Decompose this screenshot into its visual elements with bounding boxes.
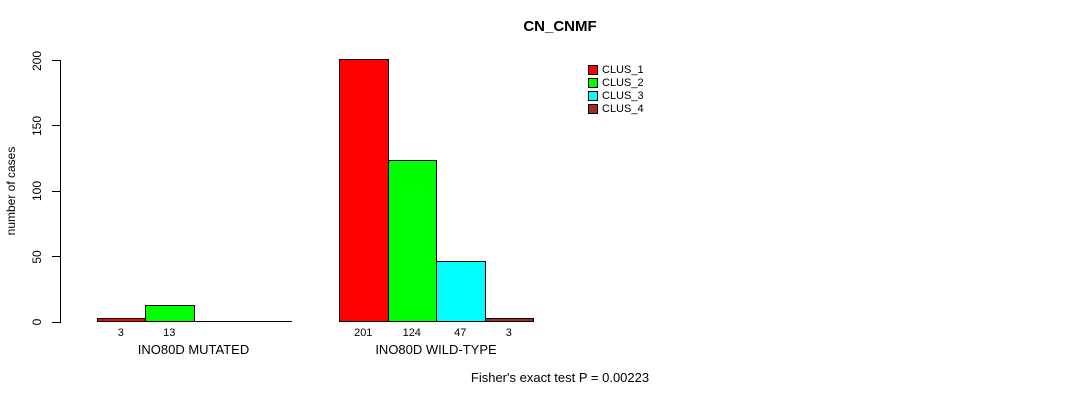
y-tick-mark xyxy=(52,190,60,192)
bar-value-label: 3 xyxy=(117,327,124,339)
legend-item-clus_4: CLUS_4 xyxy=(588,102,644,115)
legend-swatch-icon xyxy=(588,64,598,75)
fisher-test-note: Fisher's exact test P = 0.00223 xyxy=(470,370,650,385)
y-tick-mark xyxy=(52,125,60,127)
legend-swatch-icon xyxy=(588,90,598,101)
bar-value-label: 47 xyxy=(454,327,467,339)
legend-label: CLUS_2 xyxy=(602,76,644,89)
bar-clus_2 xyxy=(145,305,195,322)
y-tick-mark xyxy=(52,321,60,323)
bar-clus_4 xyxy=(484,318,534,322)
legend-label: CLUS_3 xyxy=(602,89,644,102)
bar-value-label: 201 xyxy=(354,327,373,339)
legend-label: CLUS_4 xyxy=(602,102,644,115)
y-tick-mark xyxy=(52,60,60,61)
y-tick-label: 50 xyxy=(30,249,44,264)
legend-swatch-icon xyxy=(588,103,598,114)
legend-label: CLUS_1 xyxy=(602,63,644,76)
legend-item-clus_1: CLUS_1 xyxy=(588,63,644,76)
y-tick-mark xyxy=(52,256,60,258)
y-tick-label: 200 xyxy=(30,50,44,71)
bar-clus_3 xyxy=(436,260,486,322)
y-tick-label: 0 xyxy=(30,318,44,326)
bar-value-label: 124 xyxy=(402,327,421,339)
y-tick-label: 100 xyxy=(30,181,44,202)
bar-value-label: 13 xyxy=(163,327,176,339)
bar-value-label: 3 xyxy=(505,327,512,339)
y-axis xyxy=(60,60,61,323)
group-label: INO80D MUTATED xyxy=(137,342,250,357)
bar-clus_1 xyxy=(339,59,389,322)
bar-clus_1 xyxy=(96,318,146,322)
legend-item-clus_3: CLUS_3 xyxy=(588,89,644,102)
legend: CLUS_1 CLUS_2 CLUS_3 CLUS_4 xyxy=(588,63,644,115)
y-axis-label: number of cases xyxy=(4,146,18,236)
chart-title: CN_CNMF xyxy=(523,18,597,35)
y-tick-label: 150 xyxy=(30,115,44,136)
bar-clus_2 xyxy=(387,159,437,322)
legend-item-clus_2: CLUS_2 xyxy=(588,76,644,89)
legend-swatch-icon xyxy=(588,77,598,88)
group-label: INO80D WILD-TYPE xyxy=(375,342,497,357)
